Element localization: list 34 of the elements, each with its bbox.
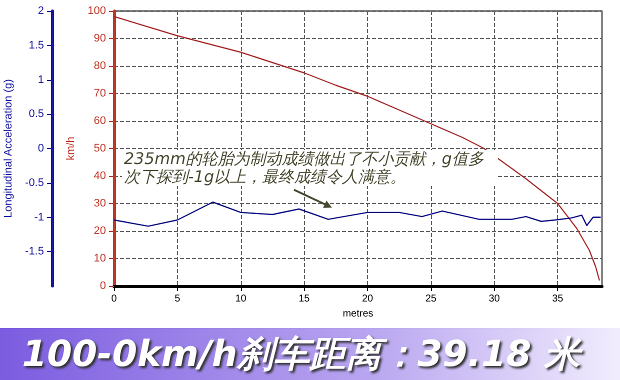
y2-axis-title: Longitudinal Acceleration (g)	[2, 79, 14, 218]
y2-tick-label: 1	[38, 74, 44, 86]
y-tick-label: 0	[100, 280, 106, 292]
y-tick-label: 30	[94, 198, 106, 210]
y-tick-label: 60	[94, 115, 106, 127]
x-tick-label: 0	[111, 294, 118, 304]
y2-tick-label: 0.5	[28, 108, 44, 120]
y2-tick-label: 1.5	[28, 39, 44, 52]
x-tick-label: 30	[488, 294, 500, 304]
y-tick-label: 80	[94, 60, 106, 72]
y-tick-label: 20	[94, 225, 106, 237]
x-tick-label: 25	[425, 294, 437, 304]
annotation: 235mm的轮胎为制动成绩做出了不小贡献，g值多次下探到-1g以上，最终成绩令人满意。	[122, 149, 498, 186]
line-series	[113, 16, 600, 282]
y-axis-title: km/h	[65, 136, 78, 160]
y2-tick-label: -1	[34, 211, 44, 224]
y2-tick-label: 2	[38, 5, 44, 17]
y2-tick-label: -1.5	[25, 246, 44, 258]
y-tick-label: 70	[94, 88, 106, 100]
x-tick-label: 20	[362, 294, 374, 304]
x-tick-label: 35	[552, 294, 564, 304]
x-axis-title: metres	[342, 308, 374, 320]
y2-tick-label: 0	[38, 142, 44, 154]
y2-tick-label: -0.5	[25, 176, 44, 189]
text: 100-0km/h刹车距离：39.18 米	[0, 328, 620, 380]
x-tick-label: 15	[298, 294, 310, 304]
y-tick-label: 100	[88, 5, 106, 17]
y-tick-label: 40	[94, 170, 106, 182]
y-tick-label: 90	[94, 32, 106, 44]
x-tick-label: 10	[235, 294, 247, 304]
x-tick-label: 5	[174, 294, 181, 304]
y-tick-label: 10	[94, 252, 106, 264]
y-tick-label: 50	[94, 142, 106, 154]
line-series	[113, 202, 602, 227]
